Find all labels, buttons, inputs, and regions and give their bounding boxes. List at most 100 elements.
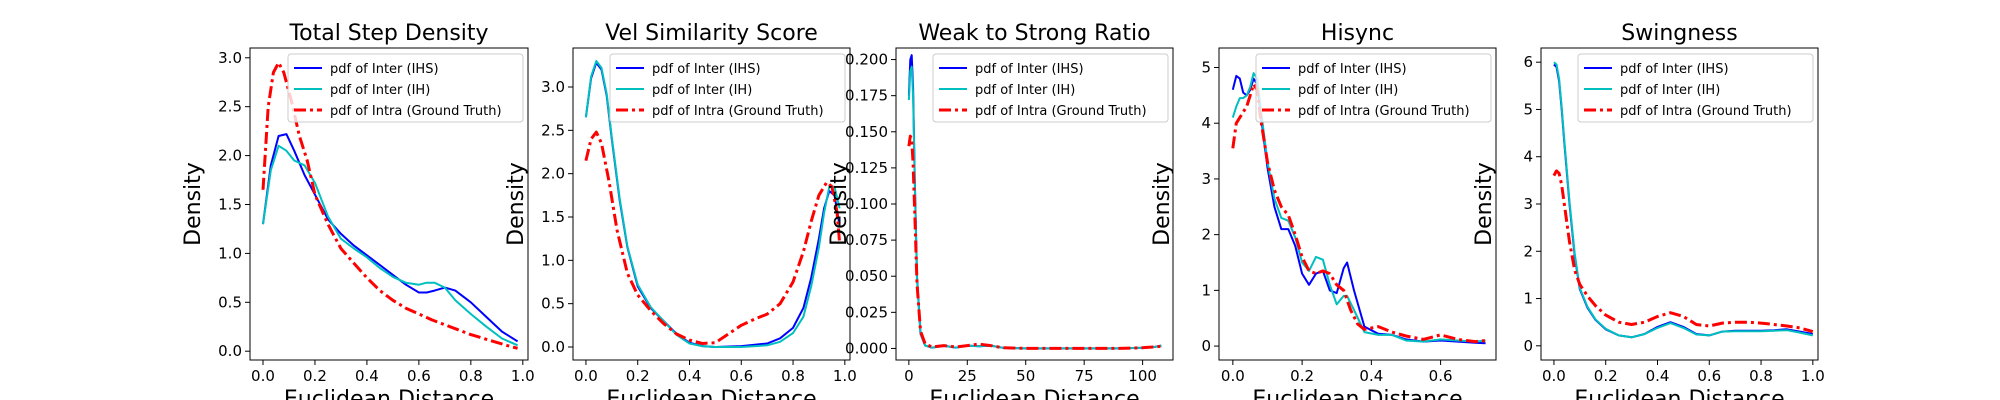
legend-box <box>609 53 846 123</box>
legend: pdf of Inter (IHS) pdf of Inter (IH) pdf o… <box>287 53 524 123</box>
y-axis-label: Density <box>827 162 852 246</box>
x-tick-label: 0 <box>904 367 914 385</box>
chart-title: Total Step Density <box>288 21 488 46</box>
x-tick-label: 0.4 <box>1359 367 1383 385</box>
series-line-3 <box>1552 169 1814 334</box>
legend-entry-1: pdf of Inter (IHS) <box>1620 62 1729 77</box>
x-tick-label: 1.0 <box>833 367 857 385</box>
x-axis-label: Euclidean Distance <box>929 387 1139 400</box>
y-tick-label: 2 <box>1523 242 1533 260</box>
y-tick-label: 4 <box>1523 148 1533 166</box>
legend-box <box>287 53 524 123</box>
y-axis-label: Density <box>1472 162 1497 246</box>
series-line-3 <box>261 61 518 350</box>
y-tick-label: 3.0 <box>541 78 565 96</box>
x-tick-label: 0.0 <box>1221 367 1245 385</box>
series-line-3 <box>1231 82 1486 344</box>
x-tick-label: 0.6 <box>407 367 431 385</box>
axes-frame <box>1218 47 1497 361</box>
y-tick-label: 0.200 <box>845 51 888 69</box>
y-tick-label: 2.0 <box>541 165 565 183</box>
y-tick-label: 2.5 <box>218 98 242 116</box>
y-tick-label: 3 <box>1201 170 1211 188</box>
legend-entry-3: pdf of Intra (Ground Truth) <box>330 104 502 119</box>
legend-entry-3: pdf of Intra (Ground Truth) <box>975 104 1147 119</box>
y-tick-label: 3 <box>1523 195 1533 213</box>
y-tick-label: 5 <box>1523 100 1533 118</box>
chart-panel-3: 0 25 50 75 100 0.000 0.025 0.050 0.075 0.100 0.125… <box>827 21 1174 400</box>
y-axis-label: Density <box>181 162 206 246</box>
y-tick-label: 1.0 <box>541 251 565 269</box>
chart-title: Hisync <box>1321 21 1394 46</box>
x-tick-label: 100 <box>1128 367 1157 385</box>
x-axis-label: Euclidean Distance <box>1252 387 1462 400</box>
y-tick-label: 0.175 <box>845 87 888 105</box>
legend: pdf of Inter (IHS) pdf of Inter (IH) pdf o… <box>1577 53 1814 123</box>
y-axis-label: Density <box>504 162 529 246</box>
legend-entry-1: pdf of Inter (IHS) <box>975 62 1084 77</box>
y-tick-label: 1 <box>1201 281 1211 299</box>
x-tick-label: 50 <box>1016 367 1035 385</box>
legend: pdf of Inter (IHS) pdf of Inter (IH) pdf o… <box>609 53 846 123</box>
y-tick-label: 0.125 <box>845 159 888 177</box>
y-tick-label: 6 <box>1523 53 1533 71</box>
legend-box <box>932 53 1169 123</box>
legend-entry-3: pdf of Intra (Ground Truth) <box>1620 104 1792 119</box>
legend-entry-3: pdf of Intra (Ground Truth) <box>652 104 824 119</box>
x-axis-label: Euclidean Distance <box>1574 387 1784 400</box>
y-tick-label: 0 <box>1523 337 1533 355</box>
y-tick-label: 0.5 <box>218 293 242 311</box>
chart-panel-5: 0.0 0.2 0.4 0.6 0.8 1.0 0 1 2 3 4 5 6 Swingness Euclid… <box>1472 21 1825 400</box>
x-tick-label: 0.0 <box>251 367 275 385</box>
x-tick-label: 1.0 <box>511 367 535 385</box>
legend-entry-2: pdf of Inter (IH) <box>1298 83 1398 98</box>
chart-title: Swingness <box>1621 21 1737 46</box>
legend: pdf of Inter (IHS) pdf of Inter (IH) pdf o… <box>1255 53 1492 123</box>
series-line-3 <box>584 130 842 345</box>
y-tick-label: 2.0 <box>218 147 242 165</box>
x-tick-label: 0.8 <box>781 367 805 385</box>
y-tick-label: 0.025 <box>845 303 888 321</box>
x-tick-label: 0.8 <box>1749 367 1773 385</box>
series-line-2 <box>262 144 518 347</box>
y-tick-label: 4 <box>1201 114 1211 132</box>
legend-entry-2: pdf of Inter (IH) <box>652 83 752 98</box>
y-tick-label: 2 <box>1201 226 1211 244</box>
legend-entry-2: pdf of Inter (IH) <box>975 83 1075 98</box>
y-tick-label: 1.5 <box>218 195 242 213</box>
y-tick-label: 1.5 <box>541 208 565 226</box>
y-tick-label: 0.5 <box>541 295 565 313</box>
axes-frame <box>572 47 851 361</box>
y-tick-label: 0.150 <box>845 123 888 141</box>
y-tick-label: 3.0 <box>218 49 242 67</box>
series-line-1 <box>262 133 519 343</box>
legend-entry-1: pdf of Inter (IHS) <box>330 62 439 77</box>
y-tick-label: 5 <box>1201 59 1211 77</box>
y-tick-label: 0.075 <box>845 231 888 249</box>
y-tick-label: 0.0 <box>541 338 565 356</box>
x-tick-label: 0.6 <box>1697 367 1721 385</box>
chart-panel-2: 0.0 0.2 0.4 0.6 0.8 1.0 0.0 0.5 1.0 1.5 2.0 2.5 3.0 V… <box>504 21 857 400</box>
y-tick-label: 1.0 <box>218 244 242 262</box>
series-line-2 <box>1231 72 1486 343</box>
chart-title: Vel Similarity Score <box>605 21 818 46</box>
y-axis-label: Density <box>1150 162 1175 246</box>
y-tick-label: 0 <box>1201 337 1211 355</box>
x-tick-label: 0.6 <box>729 367 753 385</box>
chart-panel-4: 0.0 0.2 0.4 0.6 0 1 2 3 4 5 Hisync Euclidean Distan… <box>1150 21 1497 400</box>
x-tick-label: 0.0 <box>574 367 598 385</box>
y-tick-label: 0.100 <box>845 195 888 213</box>
legend-entry-1: pdf of Inter (IHS) <box>1298 62 1407 77</box>
x-tick-label: 0.2 <box>1594 367 1618 385</box>
legend-entry-1: pdf of Inter (IHS) <box>652 62 761 77</box>
chart-panel-1: 0.0 0.2 0.4 0.6 0.8 1.0 0.0 0.5 1.0 1.5 2.0 2.5 3.0 T… <box>181 21 535 400</box>
chart-title: Weak to Strong Ratio <box>918 21 1150 46</box>
x-tick-label: 0.0 <box>1542 367 1566 385</box>
x-tick-label: 0.8 <box>459 367 483 385</box>
x-tick-label: 0.2 <box>303 367 327 385</box>
y-tick-label: 2.5 <box>541 121 565 139</box>
x-tick-label: 0.4 <box>678 367 702 385</box>
legend-entry-2: pdf of Inter (IH) <box>1620 83 1720 98</box>
x-tick-label: 0.4 <box>355 367 379 385</box>
